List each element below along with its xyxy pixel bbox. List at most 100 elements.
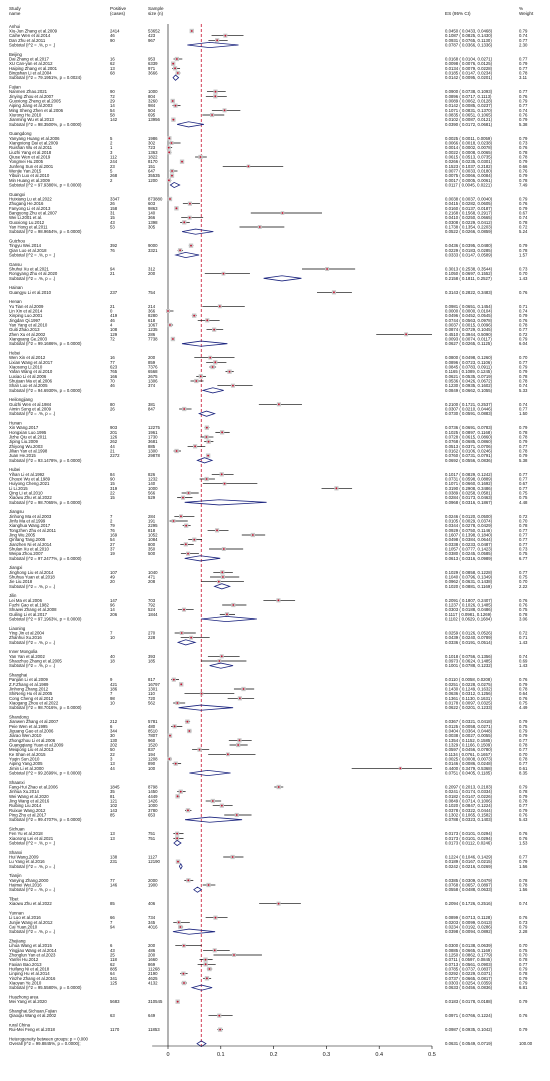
positive-cases: 44 xyxy=(110,444,115,449)
sample-size: 191 xyxy=(148,519,156,524)
positive-cases: 903 xyxy=(110,425,118,430)
effect-size-ci: 0.0014 ( 0.0002, 0.0078) xyxy=(445,145,493,150)
point-estimate xyxy=(182,972,185,975)
sample-size: 2190 xyxy=(148,971,158,976)
study-weight: 0.77 xyxy=(519,89,528,94)
study-weight: 0.64 xyxy=(519,691,528,696)
positive-cases: 2272 xyxy=(110,453,120,458)
group-label: Gansu xyxy=(9,262,22,267)
study-weight: 0.78 xyxy=(519,220,528,225)
effect-size-ci: 0.0380 ( 0.0245, 0.0585) xyxy=(445,551,493,556)
positive-cases: 79 xyxy=(110,523,115,528)
sample-size: 286 xyxy=(148,332,156,337)
positive-cases: 40 xyxy=(110,654,115,659)
study-weight: 0.77 xyxy=(519,472,528,477)
effect-size-ci: 0.0513 ( 0.0371, 0.0706) xyxy=(445,444,493,449)
positive-cases: 6 xyxy=(110,943,113,948)
point-estimate xyxy=(277,403,280,406)
study-weight: 0.76 xyxy=(519,915,528,920)
effect-size-ci: 0.0731 ( 0.0598, 0.0889) xyxy=(445,477,493,482)
study-weight: 0.78 xyxy=(519,150,528,155)
subtotal-es-ci: 0.0242 ( 0.0216, 0.0269) xyxy=(445,864,493,869)
sample-size: 374 xyxy=(148,383,156,388)
sample-size: 1232 xyxy=(148,477,158,482)
positive-cases: 15 xyxy=(110,495,115,500)
positive-cases: 623 xyxy=(110,365,118,370)
positive-cases: 130 xyxy=(110,738,118,743)
group-label: Guizhou xyxy=(9,239,26,244)
point-estimate xyxy=(219,1028,222,1031)
sample-size: 16797 xyxy=(148,682,161,687)
sample-size: 11268 xyxy=(148,967,160,972)
subtotal-weight: 4.49 xyxy=(519,705,528,710)
positive-cases: 16 xyxy=(110,57,115,62)
sample-size: 971 xyxy=(148,66,156,71)
effect-size-ci: 0.0022 ( 0.0008, 0.0065) xyxy=(445,150,493,155)
study-weight: 0.71 xyxy=(519,635,528,640)
study-name: Cong Cheng et al.2012 xyxy=(9,696,54,701)
subtotal-es-ci: 0.1102 ( 0.0629, 0.1684) xyxy=(445,617,492,622)
positive-cases: 46 xyxy=(110,383,115,388)
study-name: Caihe Wen et al.2014 xyxy=(9,33,51,38)
point-estimate xyxy=(209,356,212,359)
subtotal-label: Subtotal (I^2 = .%, p = .) xyxy=(9,663,56,668)
effect-size-ci: 0.1050 ( 0.0697, 0.1552) xyxy=(445,271,493,276)
sample-size: 1127 xyxy=(148,855,158,860)
sample-size: 270 xyxy=(148,631,156,636)
study-weight: 0.74 xyxy=(519,654,528,659)
point-estimate xyxy=(199,375,202,378)
point-estimate xyxy=(208,968,211,970)
positive-cases: 7 xyxy=(110,514,113,519)
point-estimate xyxy=(168,151,171,154)
effect-size-ci: 0.1738 ( 0.1354, 0.2203) xyxy=(445,225,493,230)
sample-size: 1306 xyxy=(148,379,158,384)
x-tick-label: 0 xyxy=(166,1052,169,1058)
subtotal-diamond xyxy=(172,928,216,935)
positive-cases: 1170 xyxy=(110,1027,120,1032)
study-name: Qiaoqiu Wang et al.2002 xyxy=(9,1013,57,1018)
subtotal-diamond xyxy=(263,275,302,282)
effect-size-ci: 0.0338 ( 0.0233, 0.0487) xyxy=(445,542,493,547)
study-weight: 0.79 xyxy=(519,733,528,738)
sample-size: 1084 xyxy=(148,537,158,542)
effect-size-ci: 0.4400 ( 0.3479, 0.5368) xyxy=(445,766,493,771)
point-estimate xyxy=(207,440,210,443)
study-weight: 0.77 xyxy=(519,444,528,449)
study-weight: 0.79 xyxy=(519,976,528,981)
effect-size-ci: 0.0931 ( 0.0765, 0.1130) xyxy=(445,38,492,43)
study-weight: 0.77 xyxy=(519,103,528,108)
effect-size-ci: 0.0344 ( 0.0278, 0.0429) xyxy=(445,523,493,528)
study-weight: 0.79 xyxy=(519,729,528,734)
group-label: Beijing xyxy=(9,52,23,57)
group-label: Shanghai xyxy=(9,673,27,678)
subtotal-diamond xyxy=(176,121,205,128)
subtotal-diamond xyxy=(196,457,214,464)
subtotal-weight: 1.56 xyxy=(519,887,528,892)
sample-size: 817 xyxy=(148,677,156,682)
effect-size-ci: 0.0173 ( 0.0101, 0.0294) xyxy=(445,836,493,841)
point-estimate xyxy=(206,319,209,322)
group-label: Sichuan xyxy=(9,827,25,832)
group-label: Huazhong area xyxy=(9,995,39,1000)
header-sample-line1: Sample xyxy=(148,6,164,11)
sample-size: 151 xyxy=(148,164,156,169)
sample-size: 859 xyxy=(148,360,156,365)
positive-cases: 26 xyxy=(110,407,115,412)
effect-size-ci: 0.1165 ( 0.1089, 0.1245) xyxy=(445,369,492,374)
effect-size-ci: 0.0736 ( 0.0691, 0.0783) xyxy=(445,425,493,430)
study-name: Fang-Hui Zhao et al.2006 xyxy=(9,785,58,790)
sample-size: 869 xyxy=(148,962,156,967)
study-weight: 0.78 xyxy=(519,178,528,183)
study-name: Huifang Ni et al.2018 xyxy=(9,967,50,972)
effect-size-ci: 0.0105 ( 0.0029, 0.0374) xyxy=(445,519,493,524)
point-estimate xyxy=(187,809,189,812)
point-estimate xyxy=(193,314,196,317)
point-estimate xyxy=(220,655,223,658)
point-estimate xyxy=(188,730,191,732)
sample-size: 723 xyxy=(148,145,156,150)
study-name: Xiaorong Lei et al.2021 xyxy=(9,836,54,841)
header-weight-line1: % xyxy=(519,6,523,11)
study-name: Shujuan Ma et al.2006 xyxy=(9,379,53,384)
study-weight: 0.79 xyxy=(519,682,528,687)
point-estimate xyxy=(180,515,182,518)
